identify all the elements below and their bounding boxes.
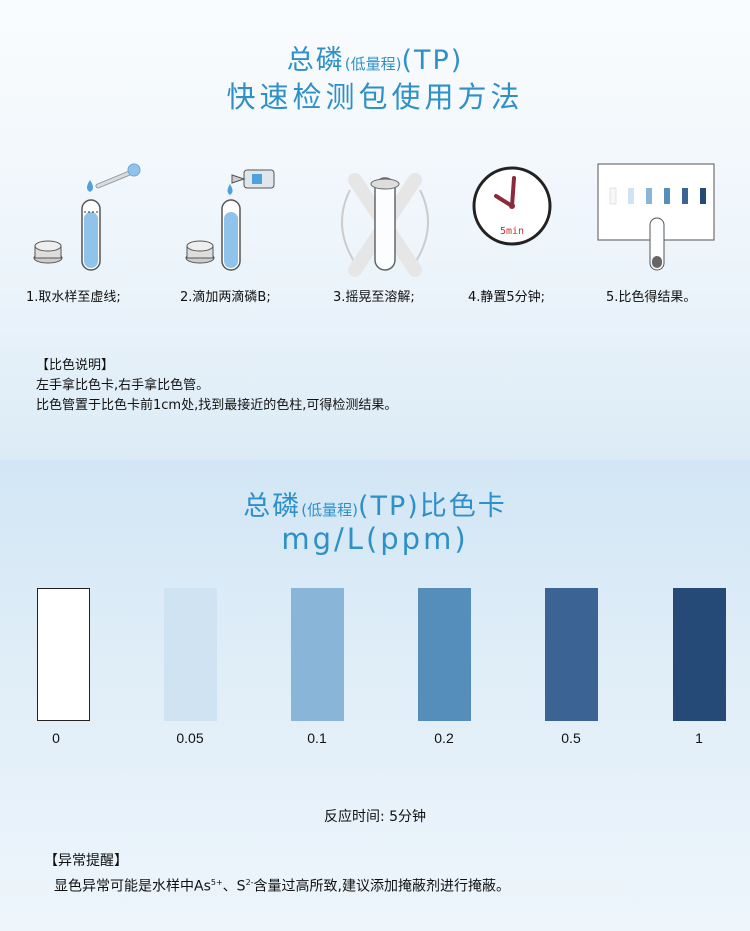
swatch-label: 0.1 bbox=[307, 730, 327, 746]
step1-illustration bbox=[20, 150, 150, 284]
color-swatch bbox=[418, 588, 471, 721]
step5-label: 5.比色得结果。 bbox=[606, 290, 697, 305]
method-title-line2: 快速检测包使用方法 bbox=[226, 80, 524, 114]
method-title-line1: 总磷(低量程)(TP) bbox=[286, 45, 464, 76]
card-title-unit: mg/L(ppm) bbox=[281, 522, 469, 556]
color-swatch bbox=[291, 588, 344, 721]
step5-illustration bbox=[596, 162, 720, 278]
swatch-label: 0.2 bbox=[434, 730, 454, 746]
warning-text: 显色异常可能是水样中As5+、S2-含量过高所致,建议添加掩蔽剂进行掩蔽。 bbox=[54, 878, 510, 895]
bottom-background bbox=[0, 460, 750, 931]
step4-illustration: 5min bbox=[470, 150, 560, 254]
warning-heading: 【异常提醒】 bbox=[44, 853, 128, 869]
step1-label: 1.取水样至虚线; bbox=[26, 290, 121, 305]
reaction-time: 反应时间: 5分钟 bbox=[323, 809, 427, 825]
swatch-label: 0 bbox=[52, 730, 60, 746]
color-swatch bbox=[545, 588, 598, 721]
step4-label: 4.静置5分钟; bbox=[468, 290, 546, 305]
notes-heading: 【比色说明】 bbox=[36, 358, 115, 373]
swatch-label: 0.05 bbox=[176, 730, 204, 746]
warning-notes: 【异常提醒】 显色异常可能是水样中As5+、S2-含量过高所致,建议添加掩蔽剂进… bbox=[44, 850, 510, 898]
step3-label: 3.摇晃至溶解; bbox=[333, 290, 415, 305]
timer-text: 5min bbox=[500, 226, 524, 237]
color-comparison-notes: 【比色说明】 左手拿比色卡,右手拿比色管。 比色管置于比色卡前1cm处,找到最接… bbox=[36, 356, 397, 416]
step2-illustration bbox=[178, 150, 308, 284]
color-swatch bbox=[164, 588, 217, 721]
card-title-line1: 总磷(低量程)(TP)比色卡 bbox=[243, 491, 507, 522]
color-swatch bbox=[673, 588, 726, 721]
swatch-label: 0.5 bbox=[561, 730, 581, 746]
step2-label: 2.滴加两滴磷B; bbox=[180, 290, 271, 305]
notes-line-1: 左手拿比色卡,右手拿比色管。 bbox=[36, 378, 210, 393]
swatch-label: 1 bbox=[695, 730, 703, 746]
notes-line-2: 比色管置于比色卡前1cm处,找到最接近的色柱,可得检测结果。 bbox=[36, 398, 398, 413]
step3-illustration bbox=[320, 150, 450, 284]
color-swatch bbox=[37, 588, 90, 721]
